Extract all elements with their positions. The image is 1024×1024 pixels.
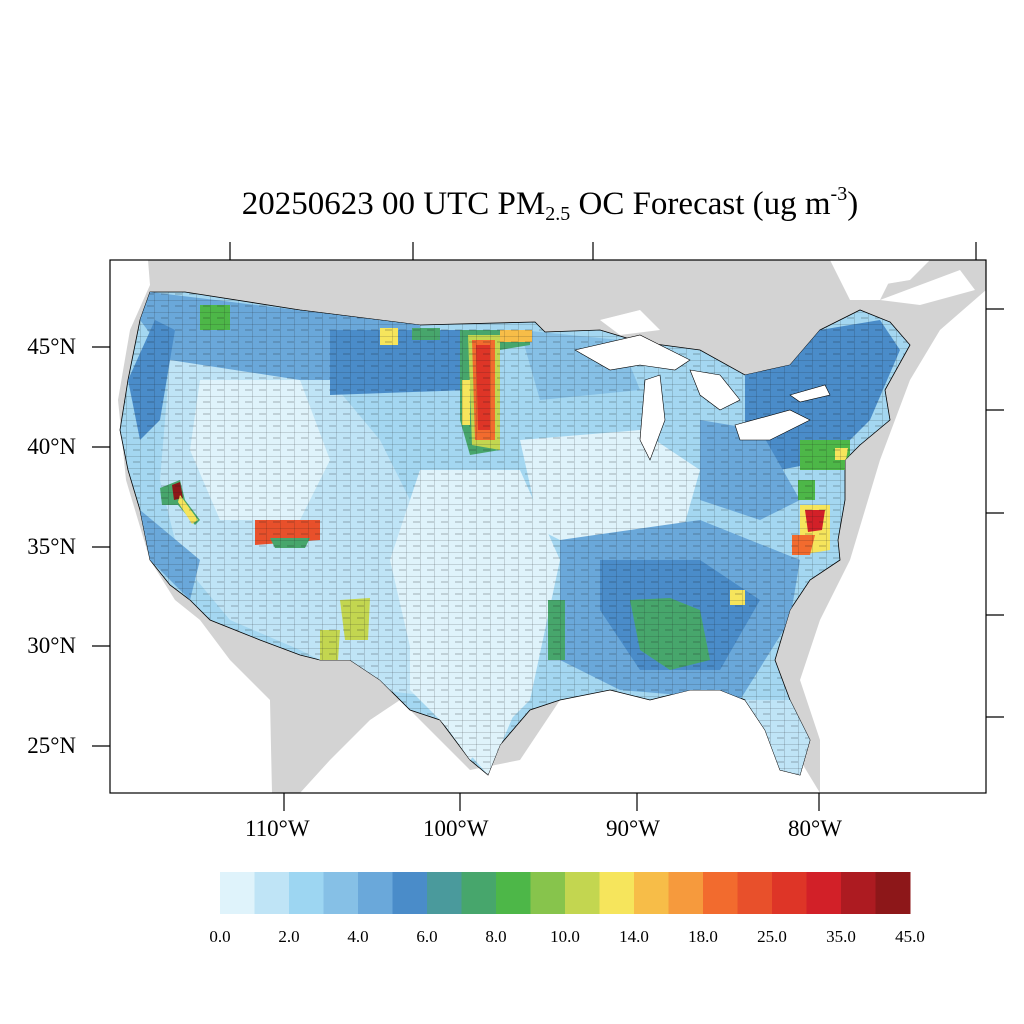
map-frame xyxy=(109,259,987,794)
colorbar-swatch xyxy=(530,872,566,914)
title-subscript: 2.5 xyxy=(545,203,571,225)
lat-label-40n: 40°N xyxy=(27,434,76,459)
right-ticks xyxy=(986,308,1004,718)
title-middle: OC Forecast (ug m xyxy=(570,186,831,222)
lat-label-35n: 35°N xyxy=(27,534,76,559)
map-title: 20250623 00 UTC PM2.5 OC Forecast (ug m-… xyxy=(0,183,1024,225)
canada-lakes xyxy=(600,260,975,335)
lon-label-110w: 110°W xyxy=(245,816,310,841)
colorbar-label: 0.0 xyxy=(209,927,231,946)
map-content xyxy=(110,260,986,793)
colorbar-label: 2.0 xyxy=(278,927,300,946)
title-superscript: -3 xyxy=(830,183,848,205)
colorbar-swatch xyxy=(254,872,290,914)
gulf-of-mexico xyxy=(300,680,820,793)
colorbar-swatch xyxy=(668,872,704,914)
colorbar-swatch xyxy=(496,872,531,914)
lat-label-30n: 30°N xyxy=(27,633,76,658)
lat-label-25n: 25°N xyxy=(27,733,76,758)
colorbar-label: 35.0 xyxy=(826,927,856,946)
concentration-fill xyxy=(120,292,910,775)
colorbar-label: 14.0 xyxy=(619,927,649,946)
great-lakes xyxy=(574,334,831,461)
colorbar-label: 10.0 xyxy=(550,927,580,946)
colorbar-swatch xyxy=(772,872,807,914)
colorbar-label: 45.0 xyxy=(895,927,925,946)
colorbar-swatch xyxy=(737,872,773,914)
colorbar-swatch xyxy=(461,872,497,914)
colorbar-swatch xyxy=(427,872,462,914)
lon-label-90w: 90°W xyxy=(606,816,660,841)
colorbar-label: 6.0 xyxy=(416,927,438,946)
title-suffix: ) xyxy=(847,186,859,222)
atlantic-ocean xyxy=(800,260,986,793)
colorbar-swatch xyxy=(875,872,911,914)
top-ticks xyxy=(229,242,977,260)
colorbar-label: 25.0 xyxy=(757,927,787,946)
colorbar-swatch xyxy=(634,872,669,914)
pacific-ocean xyxy=(110,260,272,793)
colorbar-swatch xyxy=(358,872,393,914)
lon-label-80w: 80°W xyxy=(788,816,842,841)
colorbar-label: 8.0 xyxy=(485,927,507,946)
colorbar-label: 18.0 xyxy=(688,927,718,946)
colorbar-swatch xyxy=(565,872,600,914)
lat-label-45n: 45°N xyxy=(27,334,76,359)
colorbar-label: 4.0 xyxy=(347,927,369,946)
colorbar-swatch xyxy=(841,872,876,914)
colorbar-swatch xyxy=(289,872,324,914)
colorbar-swatch xyxy=(806,872,842,914)
colorbar-swatch xyxy=(703,872,738,914)
colorbar-swatch xyxy=(323,872,359,914)
colorbar-swatch xyxy=(392,872,428,914)
colorbar-swatch xyxy=(599,872,635,914)
title-prefix: 20250623 00 UTC PM xyxy=(241,186,546,222)
bottom-ticks xyxy=(283,793,820,811)
colorbar-swatch xyxy=(220,872,255,914)
left-ticks xyxy=(92,346,110,747)
colorbar xyxy=(220,872,911,914)
lon-label-100w: 100°W xyxy=(423,816,489,841)
